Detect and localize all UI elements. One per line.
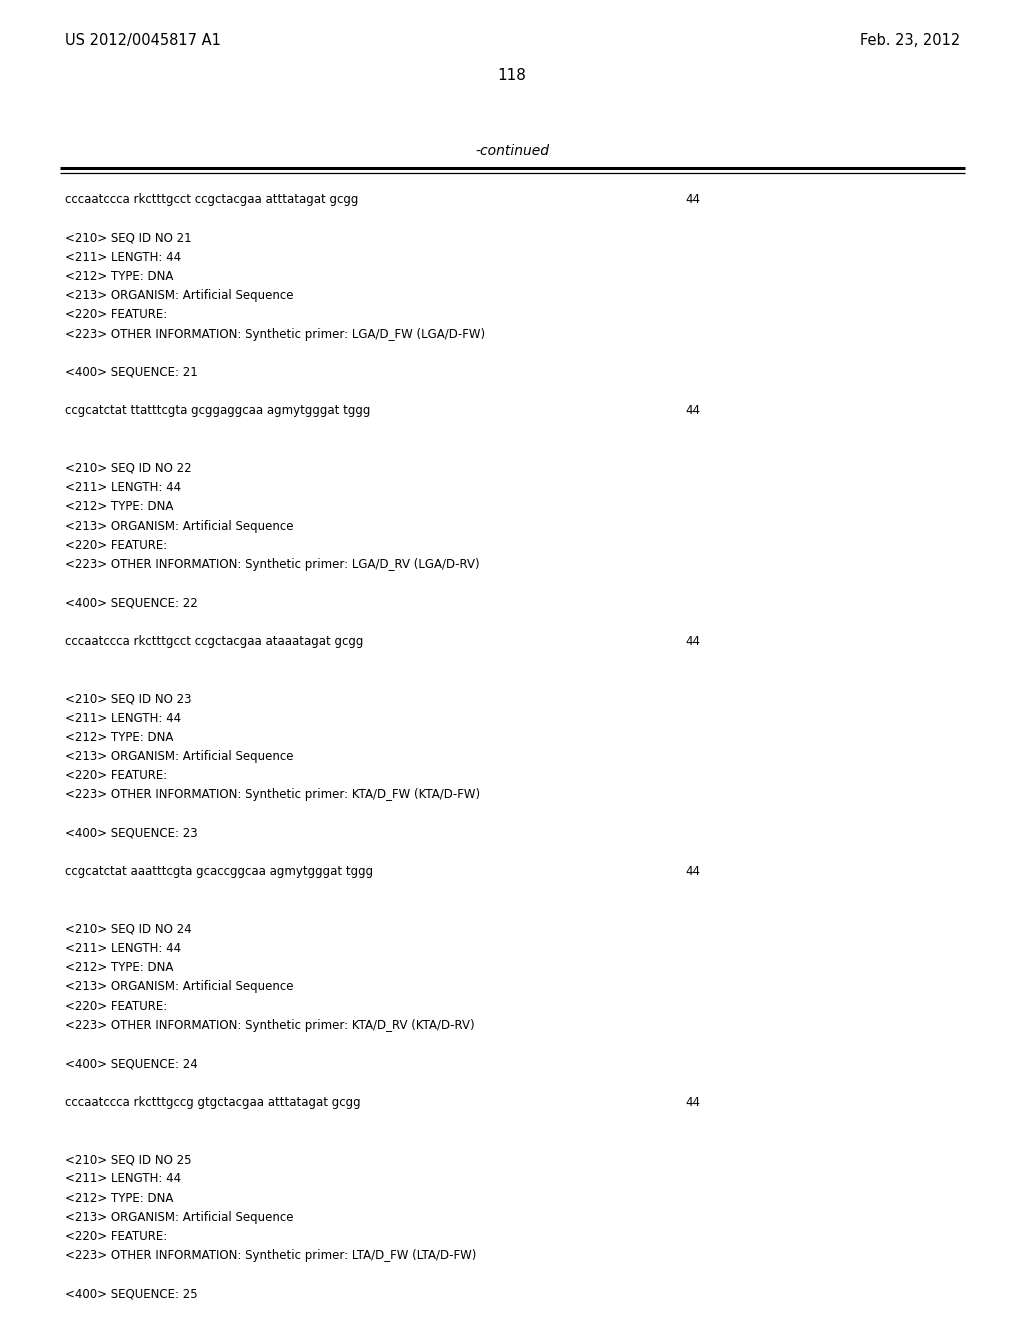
Text: 44: 44 (685, 865, 700, 878)
Text: <223> OTHER INFORMATION: Synthetic primer: LTA/D_FW (LTA/D-FW): <223> OTHER INFORMATION: Synthetic prime… (65, 1249, 476, 1262)
Text: <212> TYPE: DNA: <212> TYPE: DNA (65, 500, 173, 513)
Text: <210> SEQ ID NO 23: <210> SEQ ID NO 23 (65, 692, 191, 705)
Text: <212> TYPE: DNA: <212> TYPE: DNA (65, 731, 173, 743)
Text: <212> TYPE: DNA: <212> TYPE: DNA (65, 961, 173, 974)
Text: 44: 44 (685, 404, 700, 417)
Text: <210> SEQ ID NO 22: <210> SEQ ID NO 22 (65, 462, 191, 475)
Text: <211> LENGTH: 44: <211> LENGTH: 44 (65, 251, 181, 264)
Text: <211> LENGTH: 44: <211> LENGTH: 44 (65, 480, 181, 494)
Text: <400> SEQUENCE: 23: <400> SEQUENCE: 23 (65, 826, 198, 840)
Text: <213> ORGANISM: Artificial Sequence: <213> ORGANISM: Artificial Sequence (65, 289, 294, 302)
Text: <400> SEQUENCE: 21: <400> SEQUENCE: 21 (65, 366, 198, 379)
Text: <210> SEQ ID NO 24: <210> SEQ ID NO 24 (65, 923, 191, 936)
Text: cccaatccca rkctttgcct ccgctacgaa ataaatagat gcgg: cccaatccca rkctttgcct ccgctacgaa ataaata… (65, 635, 364, 648)
Text: <220> FEATURE:: <220> FEATURE: (65, 309, 167, 321)
Text: <400> SEQUENCE: 24: <400> SEQUENCE: 24 (65, 1057, 198, 1071)
Text: <210> SEQ ID NO 21: <210> SEQ ID NO 21 (65, 231, 191, 244)
Text: ccgcatctat aaatttcgta gcaccggcaa agmytgggat tggg: ccgcatctat aaatttcgta gcaccggcaa agmytgg… (65, 865, 373, 878)
Text: ccgcatctat ttatttcgta gcggaggcaa agmytgggat tggg: ccgcatctat ttatttcgta gcggaggcaa agmytgg… (65, 404, 371, 417)
Text: <211> LENGTH: 44: <211> LENGTH: 44 (65, 1172, 181, 1185)
Text: <223> OTHER INFORMATION: Synthetic primer: KTA/D_FW (KTA/D-FW): <223> OTHER INFORMATION: Synthetic prime… (65, 788, 480, 801)
Text: 118: 118 (498, 69, 526, 83)
Text: <220> FEATURE:: <220> FEATURE: (65, 539, 167, 552)
Text: <213> ORGANISM: Artificial Sequence: <213> ORGANISM: Artificial Sequence (65, 1210, 294, 1224)
Text: <223> OTHER INFORMATION: Synthetic primer: LGA/D_RV (LGA/D-RV): <223> OTHER INFORMATION: Synthetic prime… (65, 558, 479, 572)
Text: <211> LENGTH: 44: <211> LENGTH: 44 (65, 942, 181, 954)
Text: <211> LENGTH: 44: <211> LENGTH: 44 (65, 711, 181, 725)
Text: cccaatccca rkctttgccg gtgctacgaa atttatagat gcgg: cccaatccca rkctttgccg gtgctacgaa atttata… (65, 1096, 360, 1109)
Text: cccaatccca rkctttgcct ccgctacgaa atttatagat gcgg: cccaatccca rkctttgcct ccgctacgaa atttata… (65, 193, 358, 206)
Text: <400> SEQUENCE: 25: <400> SEQUENCE: 25 (65, 1287, 198, 1300)
Text: <213> ORGANISM: Artificial Sequence: <213> ORGANISM: Artificial Sequence (65, 750, 294, 763)
Text: <210> SEQ ID NO 25: <210> SEQ ID NO 25 (65, 1154, 191, 1166)
Text: <220> FEATURE:: <220> FEATURE: (65, 770, 167, 783)
Text: <213> ORGANISM: Artificial Sequence: <213> ORGANISM: Artificial Sequence (65, 520, 294, 532)
Text: <223> OTHER INFORMATION: Synthetic primer: LGA/D_FW (LGA/D-FW): <223> OTHER INFORMATION: Synthetic prime… (65, 327, 485, 341)
Text: <220> FEATURE:: <220> FEATURE: (65, 1230, 167, 1243)
Text: <223> OTHER INFORMATION: Synthetic primer: KTA/D_RV (KTA/D-RV): <223> OTHER INFORMATION: Synthetic prime… (65, 1019, 475, 1032)
Text: <213> ORGANISM: Artificial Sequence: <213> ORGANISM: Artificial Sequence (65, 981, 294, 994)
Text: Feb. 23, 2012: Feb. 23, 2012 (860, 33, 961, 48)
Text: 44: 44 (685, 635, 700, 648)
Text: US 2012/0045817 A1: US 2012/0045817 A1 (65, 33, 221, 48)
Text: <400> SEQUENCE: 22: <400> SEQUENCE: 22 (65, 597, 198, 610)
Text: -continued: -continued (475, 144, 549, 158)
Text: <212> TYPE: DNA: <212> TYPE: DNA (65, 1192, 173, 1205)
Text: 44: 44 (685, 1096, 700, 1109)
Text: <220> FEATURE:: <220> FEATURE: (65, 999, 167, 1012)
Text: <212> TYPE: DNA: <212> TYPE: DNA (65, 269, 173, 282)
Text: 44: 44 (685, 193, 700, 206)
